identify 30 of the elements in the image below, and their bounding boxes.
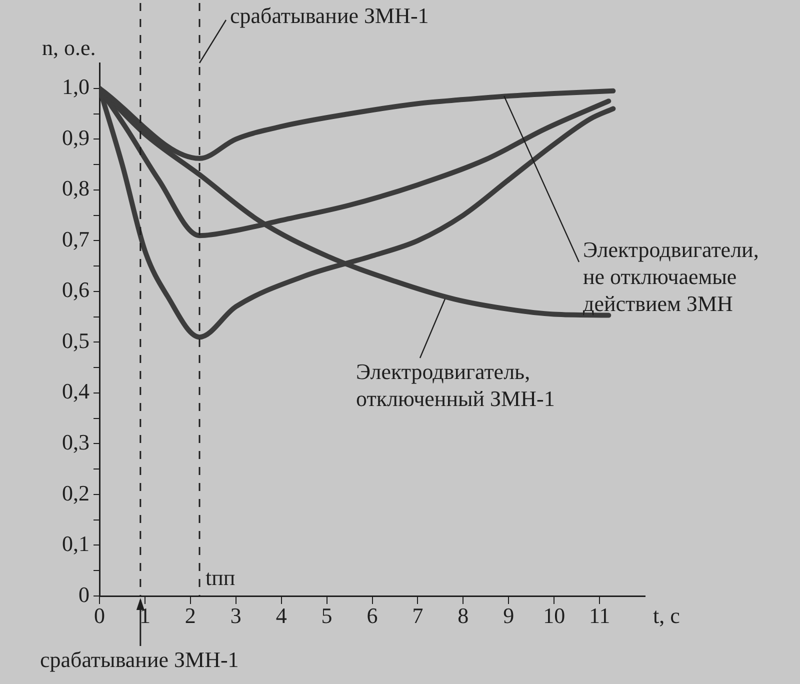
x-tick-label: 11: [588, 602, 610, 628]
y-tick-label: 1,0: [62, 74, 90, 100]
annotation: Электродвигатель, отключенный ЗМН-1: [356, 358, 555, 411]
y-axis-title: n, o.e.: [42, 35, 96, 60]
x-tick-label: 9: [503, 602, 514, 628]
y-tick-label: 0,6: [62, 277, 90, 302]
ref-line-label: срабатывание ЗМН-1: [40, 646, 239, 672]
x-tick-label: 1: [139, 602, 150, 628]
ref-line-label: tпп: [206, 564, 236, 590]
annotation: срабатывание ЗМН-1: [230, 2, 429, 28]
y-tick-label: 0,3: [62, 429, 90, 454]
x-tick-label: 2: [184, 602, 196, 628]
x-tick-label: 8: [458, 602, 469, 628]
y-tick-label: 0: [78, 582, 90, 607]
y-tick-label: 0,2: [62, 480, 90, 506]
x-axis-title: t, c: [653, 602, 680, 628]
x-tick-label: 3: [230, 602, 242, 628]
y-tick-label: 0,8: [62, 176, 90, 201]
x-tick-label: 10: [543, 602, 566, 628]
x-tick-label: 6: [366, 602, 378, 628]
x-tick-label: 7: [412, 602, 424, 628]
x-tick-label: 0: [94, 602, 105, 628]
y-tick-label: 0,1: [62, 531, 90, 556]
y-tick-label: 0,7: [62, 226, 90, 252]
x-tick-label: 4: [276, 602, 287, 628]
y-tick-label: 0,5: [62, 328, 90, 353]
y-tick-label: 0,9: [62, 124, 90, 150]
y-tick-label: 0,4: [62, 378, 90, 404]
x-tick-label: 5: [321, 602, 332, 628]
annotation: Электродвигатели, не отключаемые действием ЗМН: [583, 236, 759, 316]
